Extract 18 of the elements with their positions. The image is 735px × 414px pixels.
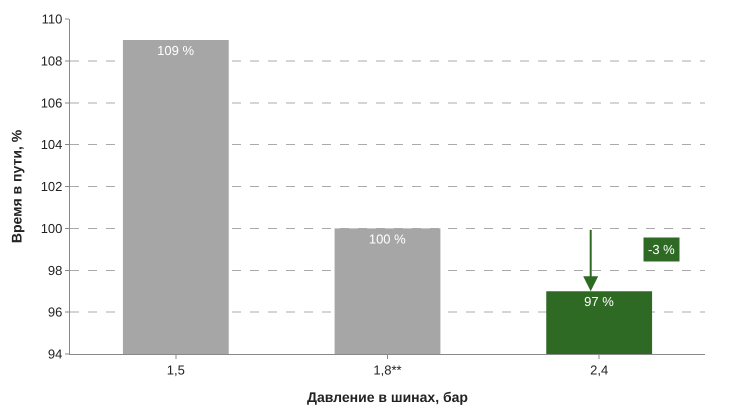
- y-axis-title: Время в пути, %: [8, 129, 24, 244]
- y-tick-label: 102: [40, 179, 62, 194]
- data-label: 97 %: [584, 294, 614, 310]
- y-tick-label: 98: [48, 262, 62, 278]
- y-tick-label: 106: [40, 95, 62, 110]
- x-axis-title: Давление в шинах, бар: [307, 388, 468, 405]
- data-label: 109 %: [157, 42, 194, 58]
- y-tick-label: 96: [48, 304, 62, 320]
- y-tick-label: 94: [48, 346, 62, 362]
- y-tick-label: 104: [40, 137, 62, 152]
- annotation: -3 %: [648, 242, 676, 257]
- data-label: 100 %: [368, 231, 406, 246]
- x-tick-label: 1,5: [166, 362, 185, 378]
- y-tick-label: 108: [40, 53, 62, 68]
- x-tick-label: 1,8**: [373, 362, 402, 378]
- x-tick-label: 2,4: [590, 362, 608, 378]
- y-tick-label: 100: [40, 220, 62, 236]
- y-tick-label: 110: [42, 12, 62, 27]
